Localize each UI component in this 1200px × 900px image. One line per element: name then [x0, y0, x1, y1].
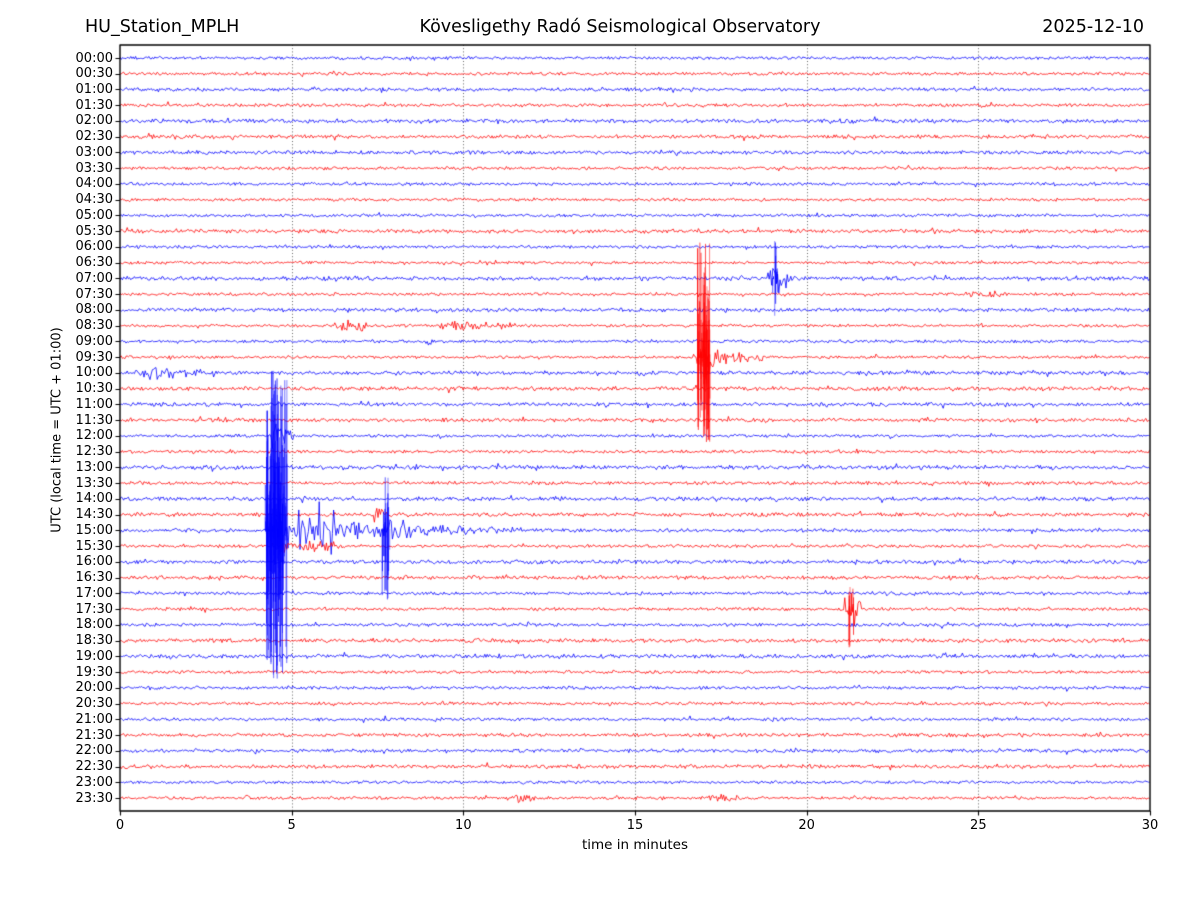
row-time-label: 00:00: [75, 50, 113, 66]
row-time-label: 15:30: [75, 538, 113, 554]
row-time-label: 22:00: [75, 743, 113, 759]
row-time-label: 08:00: [75, 302, 113, 318]
row-time-label: 11:30: [75, 412, 113, 428]
row-time-label: 18:30: [75, 633, 113, 649]
x-tick-label: 30: [1141, 818, 1159, 833]
row-time-label: 17:00: [75, 585, 113, 601]
x-tick-label: 15: [626, 818, 644, 833]
row-time-label: 20:00: [75, 680, 113, 696]
row-time-label: 12:00: [75, 428, 113, 444]
row-time-label: 18:00: [75, 617, 113, 633]
row-time-label: 09:30: [75, 349, 113, 365]
row-time-label: 13:00: [75, 459, 113, 475]
x-tick-label: 10: [455, 818, 472, 833]
row-time-label: 17:30: [75, 601, 113, 617]
x-tick-label: 0: [115, 818, 125, 833]
row-time-label: 05:30: [75, 223, 113, 239]
row-time-label: 14:30: [75, 507, 113, 523]
row-time-label: 07:30: [75, 286, 113, 302]
x-axis-label: time in minutes: [581, 837, 689, 853]
row-time-label: 06:00: [75, 239, 113, 255]
row-time-label: 11:00: [75, 396, 113, 412]
row-time-label: 04:00: [75, 176, 113, 192]
row-time-label: 00:30: [75, 66, 113, 82]
row-time-label: 02:00: [75, 113, 113, 129]
row-time-label: 12:30: [75, 444, 113, 460]
row-time-label: 07:00: [75, 270, 113, 286]
row-time-label: 20:30: [75, 696, 113, 712]
row-time-label: 16:30: [75, 570, 113, 586]
x-tick-label: 25: [970, 818, 987, 833]
row-time-label: 16:00: [75, 554, 113, 570]
x-tick-label: 20: [798, 818, 815, 833]
row-time-label: 05:00: [75, 207, 113, 223]
row-time-label: 10:30: [75, 381, 113, 397]
row-time-label: 14:00: [75, 491, 113, 507]
row-time-label: 01:30: [75, 97, 113, 113]
row-time-label: 03:00: [75, 144, 113, 160]
row-time-label: 23:00: [75, 774, 113, 790]
x-tick-label: 5: [287, 818, 296, 833]
row-time-label: 19:00: [75, 648, 113, 664]
y-axis-label: UTC (local time = UTC + 01:00): [49, 327, 65, 533]
row-time-label: 22:30: [75, 759, 113, 775]
row-time-label: 21:00: [75, 711, 113, 727]
row-time-label: 02:30: [75, 129, 113, 145]
row-time-label: 15:00: [75, 522, 113, 538]
row-time-label: 09:00: [75, 333, 113, 349]
row-time-label: 01:00: [75, 81, 113, 97]
row-time-label: 08:30: [75, 318, 113, 334]
row-time-label: 03:30: [75, 160, 113, 176]
row-time-label: 06:30: [75, 255, 113, 271]
row-time-label: 23:30: [75, 790, 113, 806]
row-time-label: 19:30: [75, 664, 113, 680]
row-time-label: 13:30: [75, 475, 113, 491]
row-time-label: 21:30: [75, 727, 113, 743]
row-time-label: 04:30: [75, 192, 113, 208]
row-time-label: 10:00: [75, 365, 113, 381]
